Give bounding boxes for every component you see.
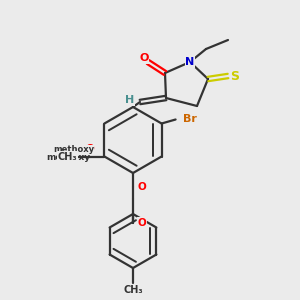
Text: methoxy: methoxy	[53, 145, 94, 154]
Text: CH₃: CH₃	[58, 152, 77, 161]
Text: O: O	[138, 218, 146, 228]
Text: S: S	[230, 70, 239, 83]
Text: CH₃: CH₃	[123, 285, 143, 295]
Text: N: N	[185, 57, 195, 67]
Text: O: O	[138, 182, 146, 192]
Text: methoxy: methoxy	[46, 152, 90, 161]
Text: methoxy: methoxy	[72, 155, 79, 157]
Text: O: O	[85, 145, 94, 154]
Text: O: O	[139, 53, 149, 63]
Text: Br: Br	[183, 115, 196, 124]
Text: H: H	[125, 95, 135, 105]
